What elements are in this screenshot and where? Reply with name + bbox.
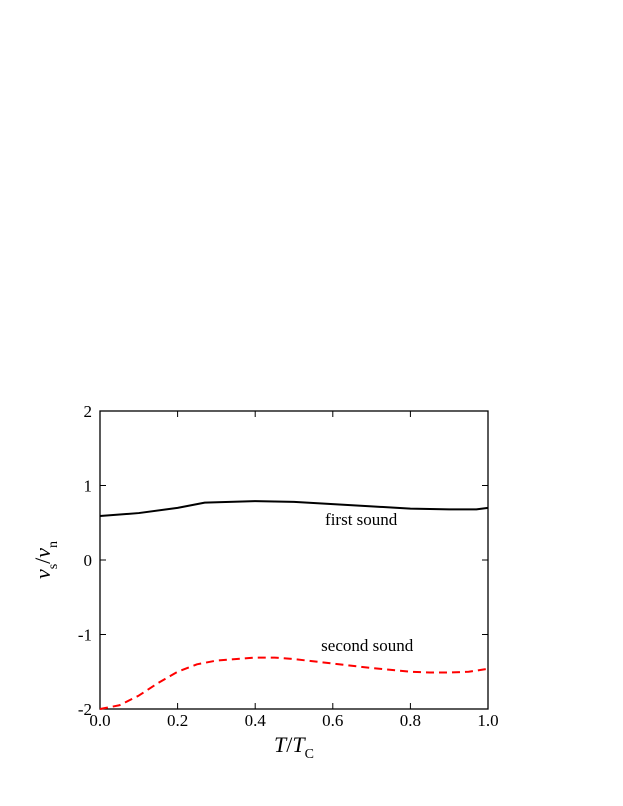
x-tick-label: 0.6	[322, 711, 343, 730]
x-label-part: C	[305, 747, 314, 762]
x-tick-label: 0.2	[167, 711, 188, 730]
y-axis-label: vs/vn	[30, 541, 61, 579]
y-label-part: s	[46, 564, 61, 569]
y-label-part: /	[30, 557, 55, 564]
plot-frame	[99, 410, 489, 710]
y-tick-label: -1	[78, 626, 92, 645]
y-tick-label: 2	[84, 402, 93, 421]
x-label-part: T	[292, 732, 306, 757]
y-tick-label: -2	[78, 700, 92, 719]
y-label-part: n	[46, 541, 61, 548]
y-tick-label: 1	[84, 477, 93, 496]
x-axis-label: T/TC	[274, 732, 314, 762]
x-tick-label: 0.8	[400, 711, 421, 730]
y-tick-label: 0	[84, 551, 93, 570]
y-label-part: v	[30, 569, 55, 579]
x-label-part: T	[274, 732, 288, 757]
x-tick-label: 0.4	[245, 711, 267, 730]
x-tick-label: 0.0	[89, 711, 110, 730]
annotation: second sound	[321, 636, 414, 655]
y-label-part: v	[30, 548, 55, 558]
x-label-part: /	[286, 732, 293, 757]
line-series	[99, 656, 489, 710]
x-tick-label: 1.0	[477, 711, 498, 730]
line-series	[99, 500, 489, 518]
annotation: first sound	[325, 510, 398, 529]
